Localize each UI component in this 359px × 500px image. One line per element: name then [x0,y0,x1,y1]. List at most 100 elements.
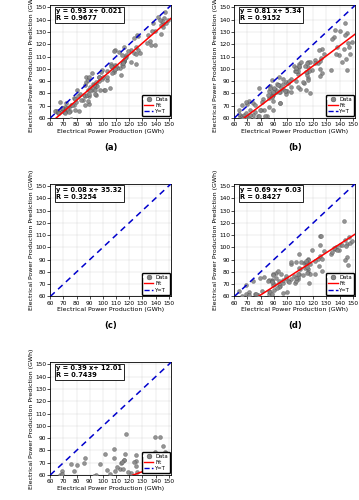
Data [288,88,294,96]
Data [298,258,304,266]
Data [165,317,171,325]
Data [148,488,154,496]
Fit [120,312,124,318]
Fit [122,312,126,318]
Data [349,237,355,245]
Data [346,233,352,241]
Data [129,469,134,477]
Data [307,270,313,278]
Data [280,74,286,82]
Data [52,308,57,316]
Y-axis label: Electrical Power Production Prediction (GWh): Electrical Power Production Prediction (… [213,170,218,310]
Data [317,56,323,64]
Data [269,278,274,286]
Data [164,18,169,26]
Data [66,108,71,116]
Legend: Data, Fit, Y=T: Data, Fit, Y=T [326,273,354,295]
Data [153,27,158,35]
Data [145,466,150,474]
Data [283,78,288,86]
Data [342,256,348,264]
Data [312,56,317,64]
Data [246,97,251,105]
Fit [48,318,53,324]
Data [270,88,276,96]
Data [280,278,285,286]
Fit [122,475,126,481]
Data [153,304,158,312]
Y=T [120,405,124,411]
Data [148,304,154,312]
Data [288,258,293,266]
Data [132,458,137,466]
Fit [232,309,237,315]
Data [159,303,165,311]
Fit [233,308,237,314]
Data [277,282,283,290]
Data [280,80,285,88]
Y=T [233,114,237,120]
Data [88,316,93,324]
Data [108,316,114,324]
Data [94,304,100,312]
Data [349,38,355,46]
Data [270,270,275,278]
Line: Fit: Fit [50,18,171,123]
Data [59,314,65,322]
Data [348,239,353,247]
Data [118,458,123,466]
Data [62,108,68,116]
Data [297,85,303,93]
Data [300,271,306,279]
Data [108,60,114,68]
Data [63,117,69,125]
Legend: Data, Fit, Y=T: Data, Fit, Y=T [142,94,170,116]
Y=T [120,226,125,232]
Y=T [122,224,126,230]
Data [292,279,298,287]
Y=T [158,12,162,18]
Data [235,298,241,306]
Fit [150,465,154,471]
Data [92,83,98,91]
Data [150,299,156,307]
Data [121,302,127,310]
Data [266,287,272,295]
Data [283,294,289,302]
X-axis label: Electrical Power Production (GWh): Electrical Power Production (GWh) [241,307,349,312]
Data [305,265,311,273]
Data [101,311,107,319]
Data [99,318,104,326]
Data [131,480,137,488]
Data [280,85,286,93]
Data [119,490,125,498]
Data [302,62,308,70]
Data [246,293,251,301]
Data [52,120,57,128]
Data [96,319,102,327]
Data [293,274,299,281]
Data [89,476,95,484]
Data [123,322,129,330]
Data [150,451,156,459]
Y=T [48,115,52,121]
Data [77,90,83,98]
Data [296,60,302,68]
Data [246,296,251,304]
Data [61,104,66,112]
X-axis label: Electrical Power Production (GWh): Electrical Power Production (GWh) [57,128,164,134]
Data [149,480,155,488]
Data [133,309,139,317]
Data [277,298,283,306]
Data [316,255,321,263]
Data [62,478,67,486]
Data [60,320,66,328]
Data [277,99,283,107]
Data [57,98,62,106]
Data [112,468,118,475]
Data [93,81,99,89]
Data [236,106,241,114]
Fit [48,120,52,126]
Y=T [232,115,237,121]
Data [307,260,313,268]
